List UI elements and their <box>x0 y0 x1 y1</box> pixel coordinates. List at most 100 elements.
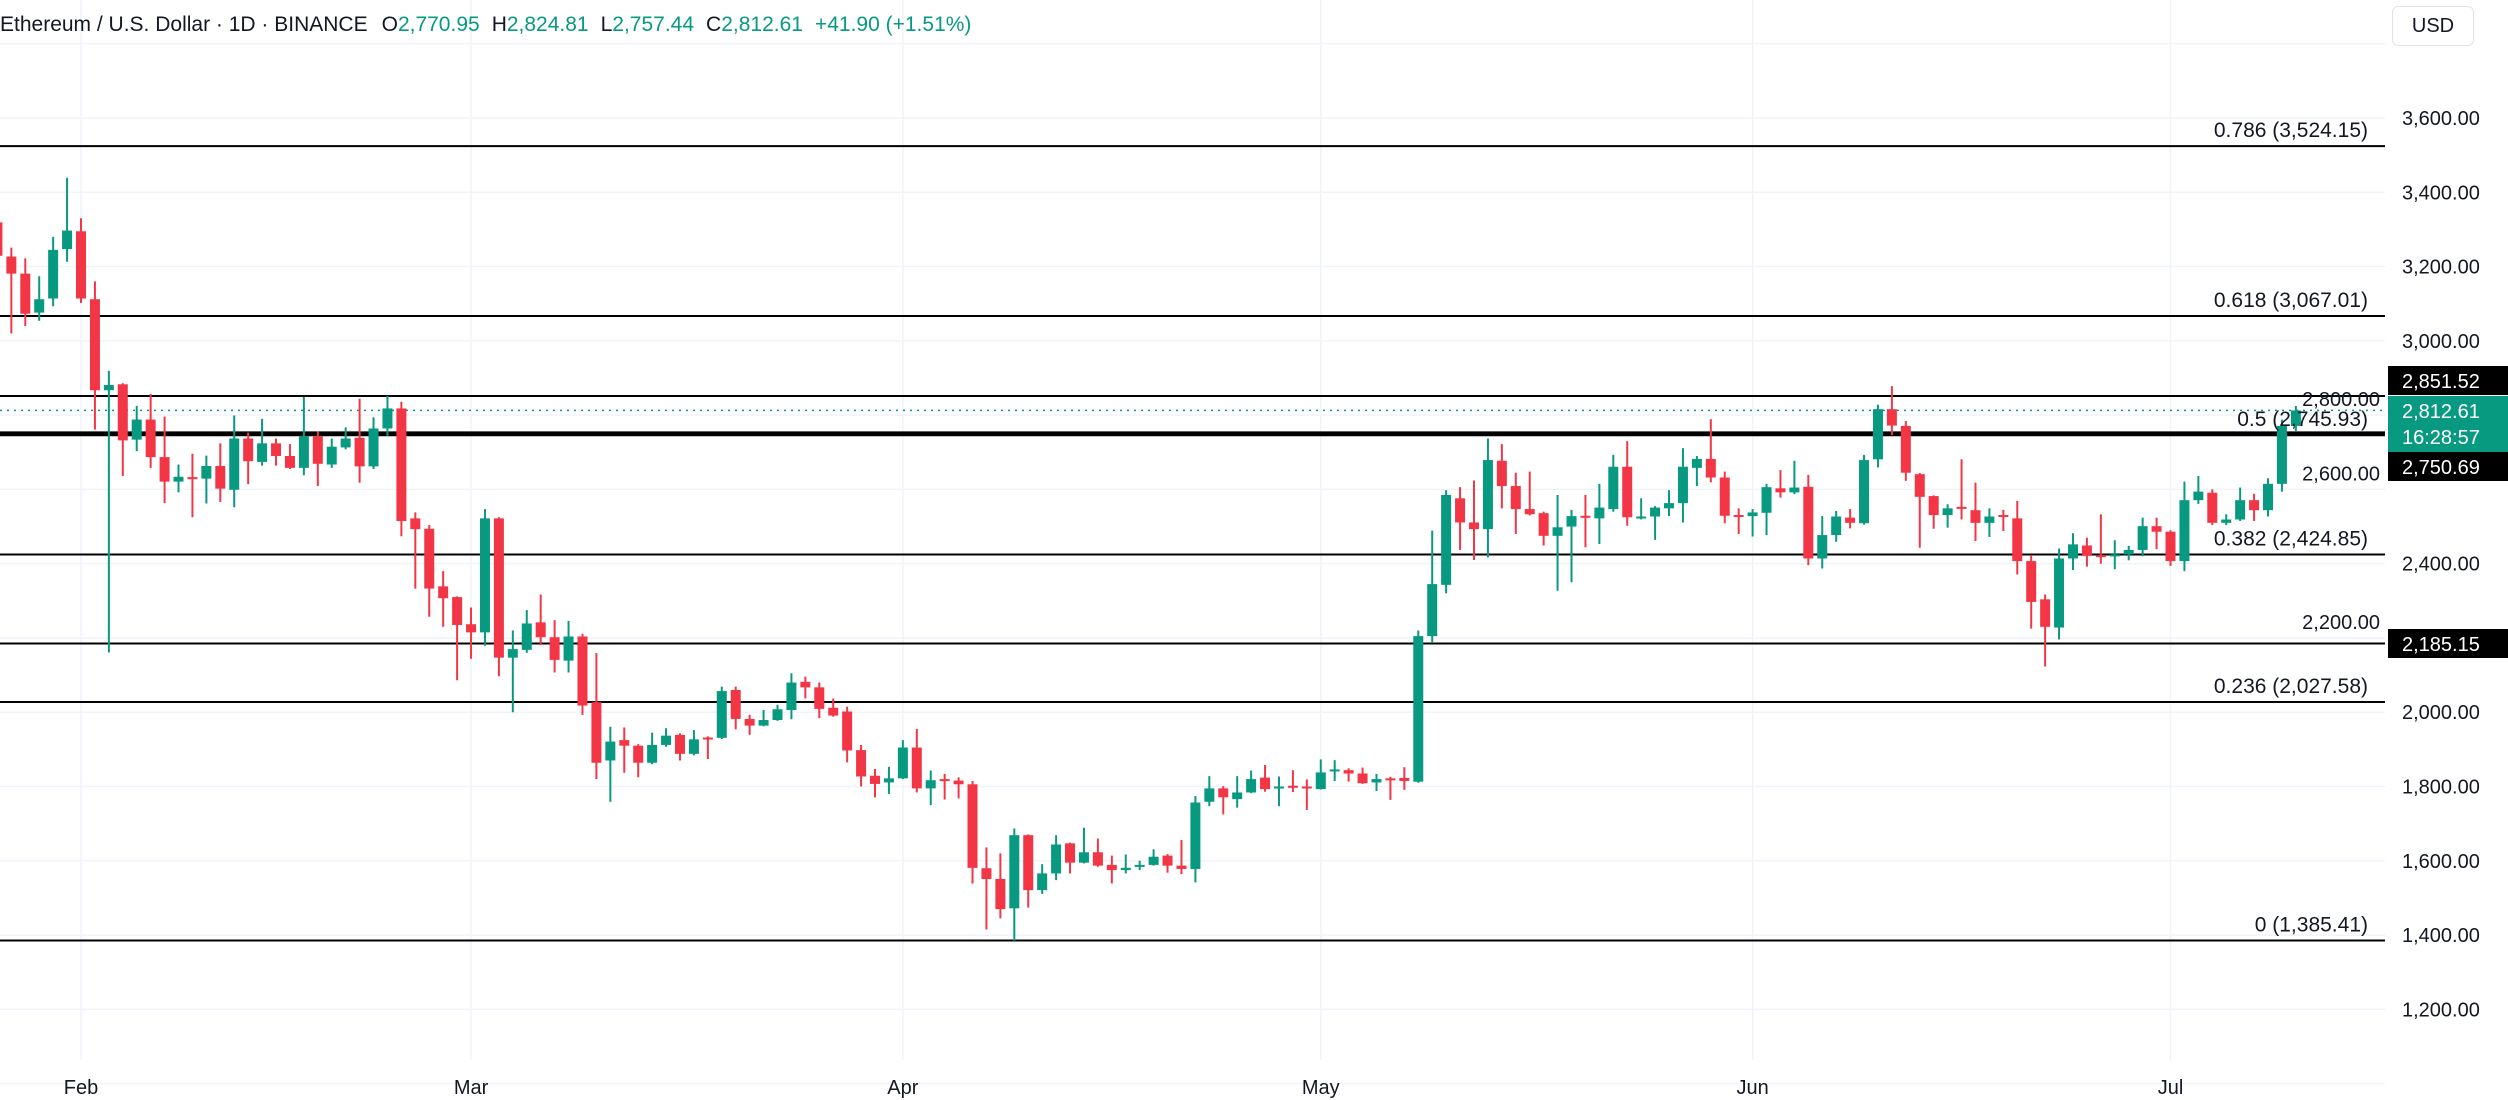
y-tick-label: 1,800.00 <box>2402 777 2480 799</box>
candle-body <box>758 720 769 726</box>
last-price-label: 2,812.61 <box>2402 401 2480 423</box>
x-tick-label: Jun <box>1736 1077 1768 1099</box>
candle-body <box>62 230 73 250</box>
candle-body <box>1580 515 1591 518</box>
candle-body <box>521 623 532 650</box>
candle-body <box>856 750 867 777</box>
candle-body <box>215 466 226 489</box>
candle-body <box>1831 516 1842 536</box>
candle-body <box>995 878 1006 910</box>
candle-body <box>1134 864 1145 867</box>
candle-body <box>229 438 240 490</box>
candle-body <box>1650 507 1661 517</box>
high-value: 2,824.81 <box>506 13 589 36</box>
candle-body <box>1218 788 1229 798</box>
candle-body <box>1566 516 1577 527</box>
candle-body <box>981 868 992 879</box>
fib-level-label: 0.618 (3,067.01) <box>2214 289 2368 312</box>
candle-body <box>1399 777 1410 781</box>
candle-body <box>493 518 504 658</box>
price-axis-label: 2,185.15 <box>2402 634 2480 656</box>
y-tick-label: 2,800.00 <box>2302 389 2380 411</box>
candle-body <box>1427 584 1438 637</box>
last-price-box <box>2388 396 2508 452</box>
candle-body <box>2054 558 2065 628</box>
x-tick-label: Mar <box>454 1077 489 1099</box>
candle-body <box>688 739 699 754</box>
candle-body <box>1664 503 1675 509</box>
candle-body <box>883 778 894 783</box>
low-key: L <box>600 13 613 36</box>
candle-body <box>772 709 783 721</box>
candle-body <box>1691 458 1702 468</box>
candle-body <box>1301 786 1312 789</box>
y-tick-label: 3,200.00 <box>2402 257 2480 279</box>
candle-body <box>271 443 282 456</box>
y-tick-label: 3,400.00 <box>2402 182 2480 204</box>
candle-body <box>1343 770 1354 774</box>
candle-body <box>1413 636 1424 782</box>
candle-body <box>730 689 741 719</box>
candle-body <box>354 437 365 467</box>
candle-body <box>2165 531 2176 562</box>
candle-body <box>284 455 295 468</box>
candle-body <box>870 775 881 784</box>
fib-level-label: 0.236 (2,027.58) <box>2214 675 2368 698</box>
candle-body <box>48 249 59 299</box>
candle-body <box>173 476 184 482</box>
candle-body <box>2151 526 2162 532</box>
candle-body <box>507 649 518 658</box>
candle-body <box>438 586 449 599</box>
candle-body <box>1357 773 1368 784</box>
candle-body <box>814 687 825 709</box>
candle-body <box>1552 527 1563 536</box>
candle-body <box>1705 458 1716 478</box>
candle-body <box>2067 544 2078 559</box>
candle-body <box>563 636 574 661</box>
candle-body <box>2276 425 2287 484</box>
candle-body <box>549 637 560 660</box>
price-axis-label-box <box>2388 629 2508 658</box>
candle-body <box>2123 549 2134 555</box>
close-key: C <box>706 13 722 36</box>
candle-body <box>1232 792 1243 800</box>
candle-body <box>1775 488 1786 493</box>
price-axis-label-box <box>2388 452 2508 481</box>
y-tick-label: 1,600.00 <box>2402 851 2480 873</box>
candle-body <box>2109 554 2120 557</box>
symbol-title[interactable]: Ethereum / U.S. Dollar · 1D · BINANCE <box>0 13 368 36</box>
candle-body <box>2081 545 2092 556</box>
currency-button[interactable]: USD <box>2392 6 2474 46</box>
candle-body <box>1859 460 1870 524</box>
y-tick-label: 3,000.00 <box>2402 331 2480 353</box>
candle-body <box>1956 506 1967 509</box>
change-value: +41.90 (+1.51%) <box>814 13 972 36</box>
candle-body <box>1914 474 1925 497</box>
candle-body <box>911 747 922 789</box>
candle-body <box>535 622 546 638</box>
candle-body <box>2290 410 2301 426</box>
candle-body <box>201 466 212 479</box>
candle-body <box>2026 561 2037 602</box>
y-tick-label: 3,600.00 <box>2402 108 2480 130</box>
candle-body <box>2137 526 2148 550</box>
candle-body <box>716 691 727 738</box>
candle-body <box>1789 487 1800 493</box>
candle-body <box>1761 487 1772 513</box>
candle-body <box>1260 777 1271 790</box>
candle-body <box>1496 460 1507 487</box>
candle-body <box>953 780 964 785</box>
high-key: H <box>491 13 507 36</box>
candle-body <box>479 518 490 633</box>
price-axis <box>2385 0 2508 1100</box>
candle-body <box>2249 500 2260 511</box>
candle-body <box>702 737 713 740</box>
candle-body <box>1371 779 1382 783</box>
candle-body <box>1803 486 1814 559</box>
candle-body <box>577 636 588 706</box>
candle-body <box>1482 460 1493 530</box>
candle-body <box>1677 466 1688 504</box>
candle-body <box>1037 873 1048 891</box>
